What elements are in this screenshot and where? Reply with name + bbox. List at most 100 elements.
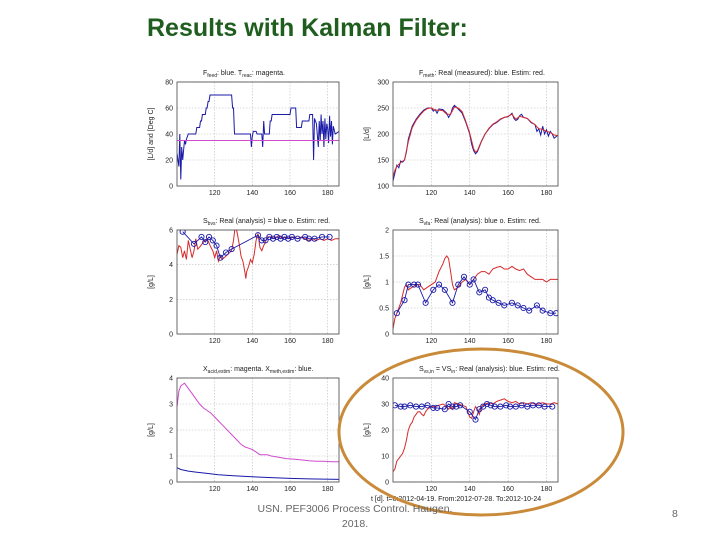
- series-analysis-marker: [453, 403, 460, 410]
- y-tick-label: 2: [169, 428, 173, 435]
- series-analysis-marker: [455, 281, 462, 288]
- x-tick-label: 160: [502, 190, 514, 197]
- series-analysis-marker: [549, 403, 556, 410]
- series-analysis-marker: [489, 297, 496, 304]
- y-axis-label: [g/L]: [364, 423, 371, 437]
- title-text: : Real (analysis) = blue o. Estim: red.: [215, 218, 330, 225]
- y-tick-label: 40: [165, 132, 173, 139]
- series-estimate-line: [393, 398, 558, 472]
- title-text: : magenta. X: [230, 366, 270, 373]
- title-subscript: vfa: [424, 221, 431, 227]
- series-analysis-marker: [412, 403, 420, 410]
- x-tick-label: 160: [284, 190, 296, 197]
- x-tick-label: 120: [426, 190, 438, 197]
- title-subscript: vs,in: [424, 369, 435, 375]
- x-tick-label: 160: [502, 486, 514, 493]
- series-analysis-line: [394, 403, 553, 421]
- y-axis-label: [g/L]: [148, 423, 155, 437]
- series-analysis-marker: [506, 403, 514, 410]
- series-analysis-marker: [422, 299, 429, 306]
- title-subscript: reac: [242, 73, 252, 79]
- series-analysis-marker: [547, 310, 554, 317]
- axes-frame: [392, 81, 559, 187]
- series-analysis-marker: [441, 286, 448, 293]
- series-analysis-marker: [524, 403, 531, 410]
- y-axis-label: [g/L]: [364, 275, 371, 289]
- footer-line-2: 2018.: [341, 518, 369, 530]
- series-analysis-marker: [424, 402, 431, 409]
- subplot-title: Svfa: Real (analysis): blue o. Estim: re…: [419, 218, 541, 227]
- title-subscript: bvs: [208, 221, 216, 227]
- y-tick-label: 6: [169, 228, 173, 235]
- title-subscript: feed: [207, 73, 217, 79]
- series-analysis-marker: [258, 237, 265, 244]
- series-analysis-marker: [254, 232, 262, 239]
- series-group: [393, 398, 558, 472]
- series-analysis-marker: [198, 233, 205, 240]
- title-subscript: meth,estim: [270, 369, 294, 375]
- plot-area: [177, 230, 339, 334]
- series-analysis-marker: [277, 235, 284, 242]
- series-analysis-marker: [318, 233, 326, 240]
- series-analysis-marker: [411, 281, 418, 288]
- highlight-ellipse: [337, 347, 625, 517]
- series-analysis-marker: [305, 235, 312, 242]
- series-analysis-marker: [401, 403, 408, 410]
- series-analysis-marker: [262, 237, 269, 244]
- series-analysis-marker: [397, 403, 404, 410]
- title-text: S: [419, 366, 424, 373]
- series-group: [177, 94, 339, 180]
- series-analysis-marker: [530, 402, 537, 409]
- series-analysis-marker: [466, 281, 473, 288]
- series-analysis-marker: [209, 237, 216, 244]
- y-tick-label: 2: [385, 228, 389, 235]
- series-analysis-marker: [472, 416, 479, 423]
- series-analysis-marker: [430, 404, 437, 411]
- x-tick-label: 180: [322, 190, 334, 197]
- series-analysis-line: [396, 276, 557, 314]
- series-analysis-marker: [497, 403, 504, 410]
- series-estimated-line: [393, 106, 558, 177]
- y-tick-label: 0: [169, 332, 173, 339]
- series-analysis-marker: [495, 299, 502, 306]
- series-measured-line: [393, 104, 558, 181]
- title-text: : blue. T: [217, 70, 243, 77]
- subplot-svs: 120 140 160 180 0 2 4 6 Sbvs: Real (analysis) = …: [148, 218, 340, 345]
- x-tick-label: 180: [541, 338, 553, 345]
- title-text: : Real (analysis): blue. Estim: red.: [455, 366, 560, 373]
- title-subscript: meth: [423, 73, 434, 79]
- title-text: X: [203, 366, 208, 373]
- y-tick-label: 60: [165, 106, 173, 113]
- y-tick-label: 1: [169, 454, 173, 461]
- series-analysis-marker: [202, 239, 209, 246]
- y-tick-label: 100: [377, 184, 389, 191]
- x-tick-label: 180: [322, 338, 334, 345]
- series-analysis-marker: [414, 281, 421, 288]
- series-group: [393, 255, 558, 329]
- series-analysis-marker: [190, 240, 198, 247]
- series-analysis-marker: [553, 310, 558, 317]
- x-tick-label: 180: [541, 486, 553, 493]
- page-number: 8: [672, 508, 678, 520]
- y-tick-label: 20: [165, 158, 173, 165]
- series-analysis-marker: [501, 302, 508, 309]
- series-analysis-marker: [541, 403, 548, 410]
- series-analysis-marker: [466, 408, 473, 415]
- title-text: S: [419, 218, 424, 225]
- x-tick-label: 140: [247, 486, 259, 493]
- series-analysis-marker: [435, 281, 443, 288]
- series-analysis-marker: [393, 310, 400, 317]
- y-axis-label: [g/L]: [148, 275, 155, 289]
- series-analysis-marker: [407, 402, 414, 409]
- subplot-title: Sbvs: Real (analysis) = blue o. Estim: r…: [203, 218, 330, 227]
- axes-frame: [176, 229, 340, 335]
- subplot-svsin: 120 140 160 180 0 10 20 30 40 Svs,in = VSin: Real…: [364, 366, 560, 503]
- x-tick-label: 120: [209, 338, 221, 345]
- y-tick-label: 1.5: [379, 254, 389, 261]
- series-analysis-marker: [405, 281, 412, 288]
- subplot-title: Svs,in = VSin: Real (analysis): blue. Es…: [419, 366, 560, 375]
- x-tick-label: 140: [464, 486, 476, 493]
- x-tick-label: 140: [247, 338, 259, 345]
- y-tick-label: 1: [385, 280, 389, 287]
